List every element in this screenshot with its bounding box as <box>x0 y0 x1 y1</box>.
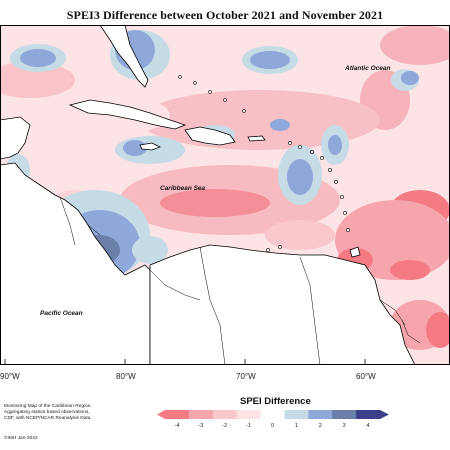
lesser-antilles <box>178 75 350 252</box>
anomaly-red <box>390 260 430 280</box>
map-area: Atlantic Ocean Caribbean Sea Pacific Oce… <box>0 25 450 365</box>
island <box>343 211 347 215</box>
island <box>193 81 197 85</box>
legend-tick-label: -3 <box>198 423 203 429</box>
island <box>298 145 302 149</box>
anomaly-light <box>375 137 445 173</box>
anomaly-lightblue <box>132 236 168 264</box>
longitude-label: 70°W <box>236 372 256 381</box>
border-line <box>87 224 101 236</box>
border-line <box>149 269 201 301</box>
legend-arrow-low <box>157 410 165 419</box>
land-yucatan <box>0 116 31 160</box>
longitude-ticks <box>4 359 366 365</box>
land-south-america <box>149 244 416 365</box>
legend-swatch <box>332 410 357 419</box>
island <box>328 168 332 172</box>
anomaly-red <box>426 312 450 348</box>
anomaly-pink <box>0 62 75 98</box>
legend-swatch <box>165 410 190 419</box>
legend-swatch <box>284 410 309 419</box>
legend-arrow-high <box>380 410 389 419</box>
border-line <box>299 256 321 365</box>
credit-date: ©IMH Jan-2022 <box>4 436 38 441</box>
legend-tick-label: 3 <box>343 423 346 429</box>
land-hispaniola <box>184 126 236 146</box>
anomaly-fields <box>0 25 450 350</box>
land-puerto-rico <box>247 135 266 142</box>
land-masses <box>0 25 416 365</box>
longitude-label: 60°W <box>356 372 376 381</box>
island <box>223 98 227 102</box>
credit-line: Monitoring Map of the Caribbean Region. <box>4 404 92 409</box>
anomaly-blue <box>287 159 313 195</box>
island <box>334 180 338 184</box>
legend-title: SPEI Difference <box>240 396 311 407</box>
anomaly-blue <box>250 51 290 69</box>
border-line <box>199 246 226 365</box>
island <box>288 141 292 145</box>
border-line <box>379 299 406 326</box>
legend-swatches <box>157 410 389 419</box>
island <box>310 150 314 154</box>
legend-swatch <box>356 410 381 419</box>
legend-tick-label: -2 <box>222 423 227 429</box>
anomaly-blue <box>328 135 342 155</box>
legend-swatch <box>212 410 237 419</box>
caribbean-sea-label: Caribbean Sea <box>160 185 206 192</box>
anomaly-red <box>160 189 270 217</box>
island <box>178 75 182 79</box>
land-trinidad <box>349 246 361 258</box>
pacific-ocean-label: Pacific Ocean <box>40 310 83 317</box>
credits-text: Monitoring Map of the Caribbean Region. … <box>4 404 144 423</box>
credit-line: CDF, with NCEP/NCAR Reanalysis Data. <box>4 416 92 422</box>
longitude-label: 90°W <box>0 372 20 381</box>
country-borders <box>59 196 421 365</box>
legend-tick-label: 1 <box>295 423 298 429</box>
legend-tick-label: -4 <box>174 423 179 429</box>
land-jamaica <box>139 142 161 151</box>
land-cuba <box>68 99 187 130</box>
anomaly-pink <box>265 220 335 250</box>
anomaly-blue <box>401 71 419 85</box>
credit-line: Aggregating station based observations, <box>4 410 90 416</box>
legend-tick-label: 0 <box>271 423 274 429</box>
legend-tick-label: 4 <box>367 423 370 429</box>
border-line <box>59 196 76 246</box>
anomaly-blue <box>123 140 147 156</box>
legend-tick-labels: -4 -3 -2 -1 0 1 2 3 4 <box>174 423 369 429</box>
longitude-label: 80°W <box>116 372 136 381</box>
legend-swatch <box>188 410 214 419</box>
border-line <box>401 319 421 344</box>
anomaly-blue <box>20 49 56 67</box>
legend-tick-label: -1 <box>246 423 251 429</box>
legend-swatch <box>236 410 261 419</box>
map-title: SPEI3 Difference between October 2021 an… <box>66 8 384 22</box>
island <box>320 156 324 160</box>
island <box>242 109 246 113</box>
legend-tick-label: 2 <box>319 423 322 429</box>
legend-swatch <box>308 410 333 419</box>
island <box>208 90 212 94</box>
land-florida <box>99 25 149 88</box>
anomaly-pink <box>380 25 450 65</box>
legend-swatch <box>260 410 285 419</box>
island <box>340 195 344 199</box>
anomaly-blue <box>270 119 290 131</box>
spei-map-svg: Atlantic Ocean Caribbean Sea Pacific Oce… <box>0 25 450 365</box>
island <box>346 228 350 232</box>
island <box>266 248 270 252</box>
island <box>278 245 282 249</box>
atlantic-ocean-label: Atlantic Ocean <box>344 65 391 72</box>
